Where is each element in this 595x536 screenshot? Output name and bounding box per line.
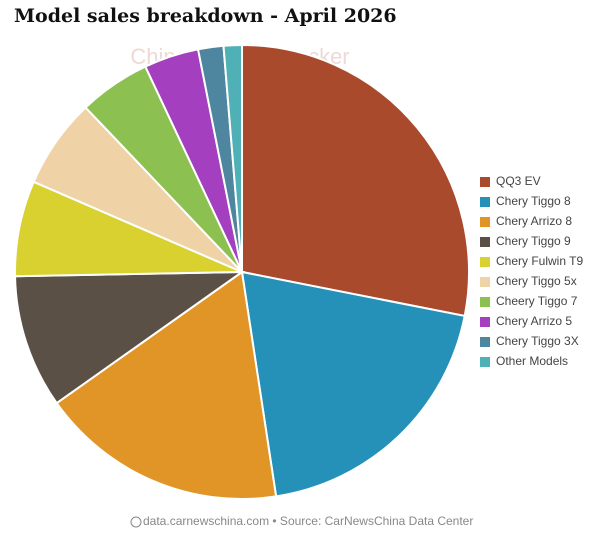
legend: QQ3 EV Chery Tiggo 8 Chery Arrizo 8 Chery T… <box>480 174 583 368</box>
pie-slice <box>14 270 246 405</box>
pie-slice <box>241 43 470 318</box>
legend-label: Chery Fulwin T9 <box>496 254 583 268</box>
legend-swatch <box>480 277 490 287</box>
legend-label: Other Models <box>496 354 568 368</box>
legend-label: Chery Tiggo 3X <box>496 334 579 348</box>
legend-swatch <box>480 357 490 367</box>
legend-swatch <box>480 197 490 207</box>
pie-slice <box>222 43 243 273</box>
legend-swatch <box>480 337 490 347</box>
legend-label: Chery Tiggo 9 <box>496 234 571 248</box>
legend-swatch <box>480 177 490 187</box>
pie-slice <box>55 270 278 500</box>
legend-label: Chery Arrizo 5 <box>496 314 572 328</box>
legend-swatch <box>480 237 490 247</box>
footer: data.carnewschina.com • Source: CarNewsC… <box>143 514 473 528</box>
pie <box>14 43 470 500</box>
legend-swatch <box>480 257 490 267</box>
legend-label: Cheery Tiggo 7 <box>496 294 578 308</box>
pie-slice <box>240 270 466 498</box>
legend-swatch <box>480 217 490 227</box>
chart-title: Model sales breakdown - April 2026 <box>14 5 397 27</box>
cc-icon <box>130 516 142 528</box>
legend-swatch <box>480 297 490 307</box>
legend-label: Chery Arrizo 8 <box>496 214 572 228</box>
legend-swatch <box>480 317 490 327</box>
legend-label: Chery Tiggo 5x <box>496 274 577 288</box>
legend-label: QQ3 EV <box>496 174 541 188</box>
legend-label: Chery Tiggo 8 <box>496 194 571 208</box>
